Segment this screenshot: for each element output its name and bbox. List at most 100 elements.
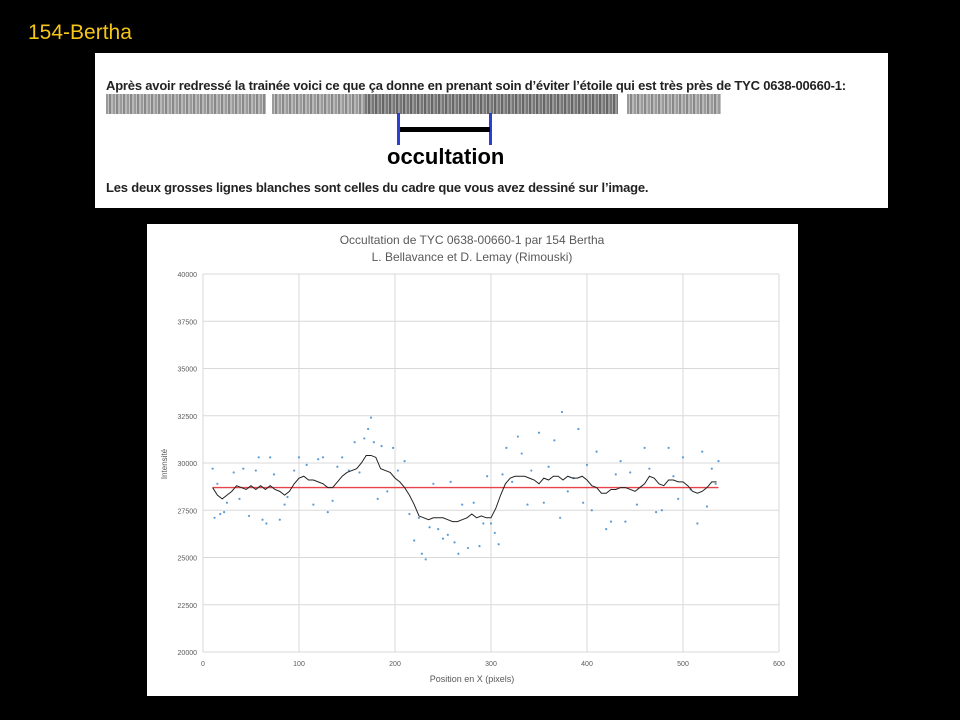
data-point xyxy=(213,516,216,519)
data-point xyxy=(437,528,440,531)
data-point xyxy=(317,458,320,461)
data-point xyxy=(681,456,685,459)
x-axis-label: Position en X (pixels) xyxy=(430,674,515,684)
data-point xyxy=(520,452,523,455)
data-point xyxy=(655,511,658,514)
data-point xyxy=(265,522,268,525)
occultation-start-marker xyxy=(397,113,400,145)
data-point xyxy=(326,511,329,514)
data-point xyxy=(376,497,379,501)
data-point xyxy=(223,511,226,514)
moving-average-line xyxy=(212,454,717,523)
x-tick-label: 500 xyxy=(677,661,689,668)
data-point xyxy=(297,456,301,459)
data-point xyxy=(629,471,632,474)
data-point xyxy=(441,537,445,540)
data-point xyxy=(286,495,289,499)
data-point xyxy=(408,512,411,516)
data-point xyxy=(432,482,435,485)
data-point xyxy=(269,456,272,459)
data-point xyxy=(312,503,315,506)
data-point xyxy=(396,469,399,472)
y-tick-label: 27500 xyxy=(178,508,198,515)
data-point xyxy=(605,528,608,531)
y-tick-label: 35000 xyxy=(178,367,198,374)
data-point xyxy=(369,416,373,419)
data-point xyxy=(428,526,431,529)
data-point xyxy=(619,460,622,463)
data-point xyxy=(714,482,717,485)
star-trail-strip xyxy=(272,94,365,114)
chart: Occultation de TYC 0638-00660-1 par 154 … xyxy=(160,233,785,684)
data-point xyxy=(391,446,395,449)
data-point xyxy=(667,446,670,449)
data-point xyxy=(254,469,257,472)
data-point xyxy=(238,497,241,501)
data-point xyxy=(577,427,580,431)
data-point xyxy=(516,435,519,438)
data-point xyxy=(363,437,366,440)
data-point xyxy=(624,520,627,523)
data-point xyxy=(672,475,675,478)
x-tick-label: 300 xyxy=(485,661,497,668)
x-tick-label: 200 xyxy=(389,661,401,668)
data-point xyxy=(386,490,389,493)
data-point xyxy=(293,469,296,472)
data-point xyxy=(358,471,361,474)
data-point xyxy=(272,473,276,476)
data-point xyxy=(595,450,598,453)
data-point xyxy=(413,539,416,542)
data-point xyxy=(609,520,613,523)
data-point xyxy=(449,480,452,483)
data-point xyxy=(461,503,464,506)
data-point xyxy=(353,441,356,444)
data-point xyxy=(511,480,514,483)
data-point xyxy=(585,463,589,466)
data-point xyxy=(331,499,334,502)
data-point xyxy=(446,533,449,536)
star-trail-strip xyxy=(365,94,618,114)
y-tick-label: 30000 xyxy=(178,461,198,468)
data-point xyxy=(537,431,541,434)
data-point xyxy=(417,516,421,519)
note-panel: Après avoir redressé la trainée voici ce… xyxy=(95,53,888,208)
y-tick-label: 37500 xyxy=(178,319,198,326)
data-point xyxy=(278,518,281,521)
data-point xyxy=(453,541,456,544)
data-point xyxy=(677,497,680,501)
star-trail-strip xyxy=(627,94,721,114)
chart-panel: Occultation de TYC 0638-00660-1 par 154 … xyxy=(147,224,798,696)
y-tick-label: 22500 xyxy=(178,603,198,610)
data-point xyxy=(257,456,260,459)
data-point xyxy=(232,471,235,474)
data-point xyxy=(560,410,564,414)
data-point xyxy=(559,516,562,519)
data-point xyxy=(261,518,264,521)
slide-title: 154-Bertha xyxy=(28,21,132,44)
data-point xyxy=(372,441,375,444)
data-point xyxy=(305,463,308,466)
data-point xyxy=(486,475,489,478)
data-point xyxy=(403,460,406,463)
data-point xyxy=(489,522,493,525)
data-point xyxy=(478,545,481,548)
y-tick-label: 25000 xyxy=(178,556,198,563)
data-point xyxy=(643,446,646,449)
data-point xyxy=(590,509,593,512)
x-tick-label: 100 xyxy=(293,661,305,668)
y-tick-label: 40000 xyxy=(178,272,198,279)
data-point xyxy=(547,465,550,468)
data-point xyxy=(482,522,485,525)
data-point xyxy=(696,522,699,525)
data-point xyxy=(635,503,639,506)
data-point xyxy=(705,505,709,508)
data-point xyxy=(542,501,545,504)
data-point xyxy=(219,512,222,516)
data-point xyxy=(493,531,496,535)
data-point xyxy=(553,439,556,442)
y-axis-label: Intensité xyxy=(160,448,169,479)
data-point xyxy=(701,450,704,453)
data-point xyxy=(283,503,286,506)
x-tick-label: 400 xyxy=(581,661,593,668)
note-line-2: Les deux grosses lignes blanches sont ce… xyxy=(106,180,649,195)
